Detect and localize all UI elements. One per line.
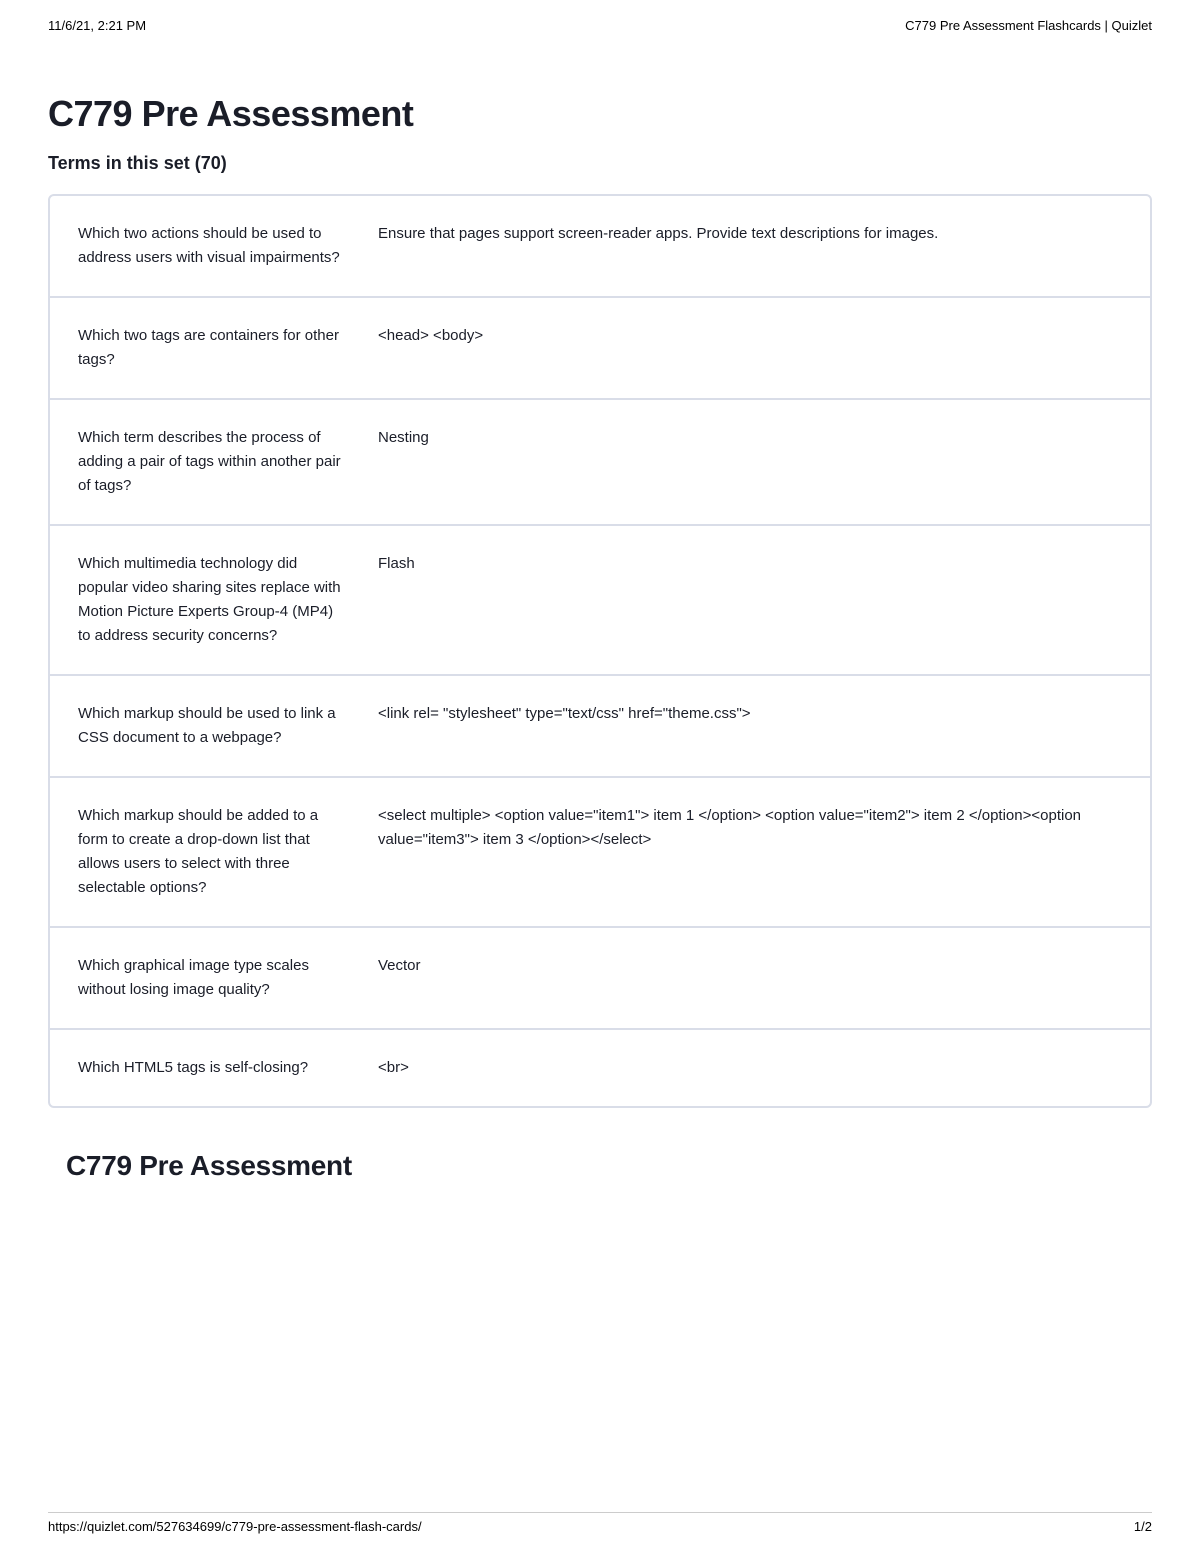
- card-row: Which graphical image type scales withou…: [50, 928, 1150, 1030]
- card-term: Which markup should be used to link a CS…: [78, 702, 378, 750]
- card-row: Which HTML5 tags is self-closing? <br>: [50, 1030, 1150, 1106]
- cards-table: Which two actions should be used to addr…: [48, 194, 1152, 1108]
- card-row: Which markup should be used to link a CS…: [50, 676, 1150, 778]
- card-definition: Ensure that pages support screen-reader …: [378, 222, 1122, 270]
- card-row: Which markup should be added to a form t…: [50, 778, 1150, 928]
- card-term: Which graphical image type scales withou…: [78, 954, 378, 1002]
- print-doc-title: C779 Pre Assessment Flashcards | Quizlet: [905, 18, 1152, 33]
- card-term: Which multimedia technology did popular …: [78, 552, 378, 648]
- footer-page-num: 1/2: [1134, 1519, 1152, 1534]
- card-definition: <select multiple> <option value="item1">…: [378, 804, 1122, 900]
- page-title: C779 Pre Assessment: [48, 93, 1152, 135]
- card-term: Which markup should be added to a form t…: [78, 804, 378, 900]
- card-definition: <link rel= "stylesheet" type="text/css" …: [378, 702, 1122, 750]
- card-definition: Flash: [378, 552, 1122, 648]
- card-term: Which two actions should be used to addr…: [78, 222, 378, 270]
- footer-url: https://quizlet.com/527634699/c779-pre-a…: [48, 1519, 422, 1534]
- card-definition: <br>: [378, 1056, 1122, 1080]
- card-row: Which two actions should be used to addr…: [50, 196, 1150, 298]
- section-title: C779 Pre Assessment: [48, 1150, 1152, 1182]
- card-definition: Nesting: [378, 426, 1122, 498]
- card-row: Which term describes the process of addi…: [50, 400, 1150, 526]
- print-datetime: 11/6/21, 2:21 PM: [48, 18, 146, 33]
- main-content: C779 Pre Assessment Terms in this set (7…: [0, 33, 1200, 1182]
- print-footer: https://quizlet.com/527634699/c779-pre-a…: [48, 1512, 1152, 1534]
- card-term: Which HTML5 tags is self-closing?: [78, 1056, 378, 1080]
- set-subtitle: Terms in this set (70): [48, 153, 1152, 174]
- card-term: Which term describes the process of addi…: [78, 426, 378, 498]
- card-definition: <head> <body>: [378, 324, 1122, 372]
- print-header: 11/6/21, 2:21 PM C779 Pre Assessment Fla…: [0, 0, 1200, 33]
- card-row: Which multimedia technology did popular …: [50, 526, 1150, 676]
- card-term: Which two tags are containers for other …: [78, 324, 378, 372]
- card-definition: Vector: [378, 954, 1122, 1002]
- card-row: Which two tags are containers for other …: [50, 298, 1150, 400]
